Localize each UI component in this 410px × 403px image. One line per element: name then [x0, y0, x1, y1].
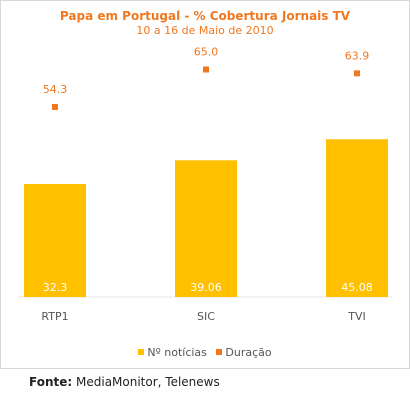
bar-rtp1 [24, 183, 86, 297]
marker-value-label-sic: 65.0 [194, 46, 219, 59]
chart-title: Papa em Portugal - % Cobertura Jornais T… [59, 9, 351, 23]
bar-value-label-tvi: 45.08 [341, 281, 373, 294]
bar-tvi [326, 139, 388, 297]
x-tick-label-rtp1: RTP1 [41, 310, 68, 323]
source-label: Fonte: [29, 375, 73, 389]
legend-label-duracao: Duração [225, 346, 272, 359]
x-tick-label-sic: SIC [197, 310, 215, 323]
bar-sic [175, 160, 237, 297]
legend-label-noticias: Nº notícias [147, 346, 207, 359]
x-tick-label-tvi: TVI [347, 310, 366, 323]
marker-rtp1 [52, 103, 58, 110]
marker-value-label-rtp1: 54.3 [43, 83, 68, 96]
marker-tvi [354, 70, 360, 77]
source-note: Fonte: MediaMonitor, Telenews [29, 375, 220, 389]
source-text: MediaMonitor, Telenews [76, 375, 220, 389]
legend-item-duracao: Duração [216, 346, 272, 359]
legend-item-noticias: Nº notícias [138, 346, 207, 359]
bar-value-label-sic: 39.06 [190, 281, 222, 294]
chart-legend: Nº notícias Duração [0, 346, 410, 359]
legend-swatch-duracao [216, 349, 223, 355]
bar-value-label-rtp1: 32.3 [43, 281, 68, 294]
legend-swatch-noticias [138, 349, 145, 355]
chart-subtitle: 10 a 16 de Maio de 2010 [136, 24, 274, 37]
marker-sic [203, 66, 209, 73]
marker-value-label-tvi: 63.9 [345, 49, 370, 62]
